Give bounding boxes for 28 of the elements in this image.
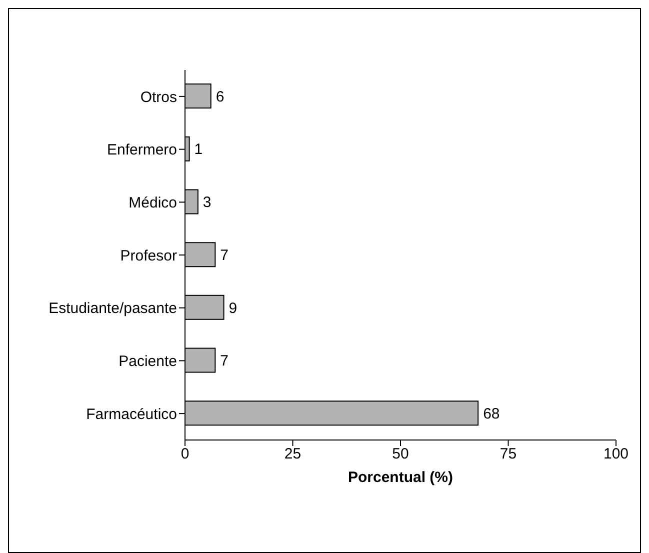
x-tick-label: 25 xyxy=(284,446,302,463)
y-tick-label: Enfermero xyxy=(106,142,177,159)
bar xyxy=(185,136,190,162)
x-tick-label: 100 xyxy=(603,446,629,463)
data-label: 7 xyxy=(220,246,229,264)
bar xyxy=(185,242,216,268)
bar xyxy=(185,294,224,320)
y-tick-label: Estudiante/pasante xyxy=(48,300,177,318)
x-tick-label: 50 xyxy=(392,446,409,463)
y-tick-label: Paciente xyxy=(118,353,177,370)
bar xyxy=(185,189,198,214)
data-label: 7 xyxy=(220,352,229,370)
chart-frame: 0 25 50 75 100 Porcentual (%) Otros Enfermero Médico Profesor Estudiante/pasante Paciente Farmacéutico 6 1 3 7 9 7 68 xyxy=(8,8,641,553)
data-label: 9 xyxy=(228,300,238,317)
y-tick-label: Otros xyxy=(140,88,177,106)
bar xyxy=(185,400,479,426)
bar xyxy=(185,84,212,108)
data-label: 3 xyxy=(202,194,212,212)
y-tick-label: Profesor xyxy=(120,247,177,264)
y-tick-label: Farmacéutico xyxy=(86,406,177,423)
data-label: 68 xyxy=(483,405,500,422)
x-axis-title: Porcentual (%) xyxy=(348,469,454,486)
y-tick-label: Médico xyxy=(128,194,177,212)
data-label: 1 xyxy=(194,141,203,158)
x-tick-label: 0 xyxy=(180,446,190,463)
x-tick-label: 75 xyxy=(500,446,517,463)
data-label: 6 xyxy=(216,88,224,106)
bar xyxy=(185,348,216,373)
